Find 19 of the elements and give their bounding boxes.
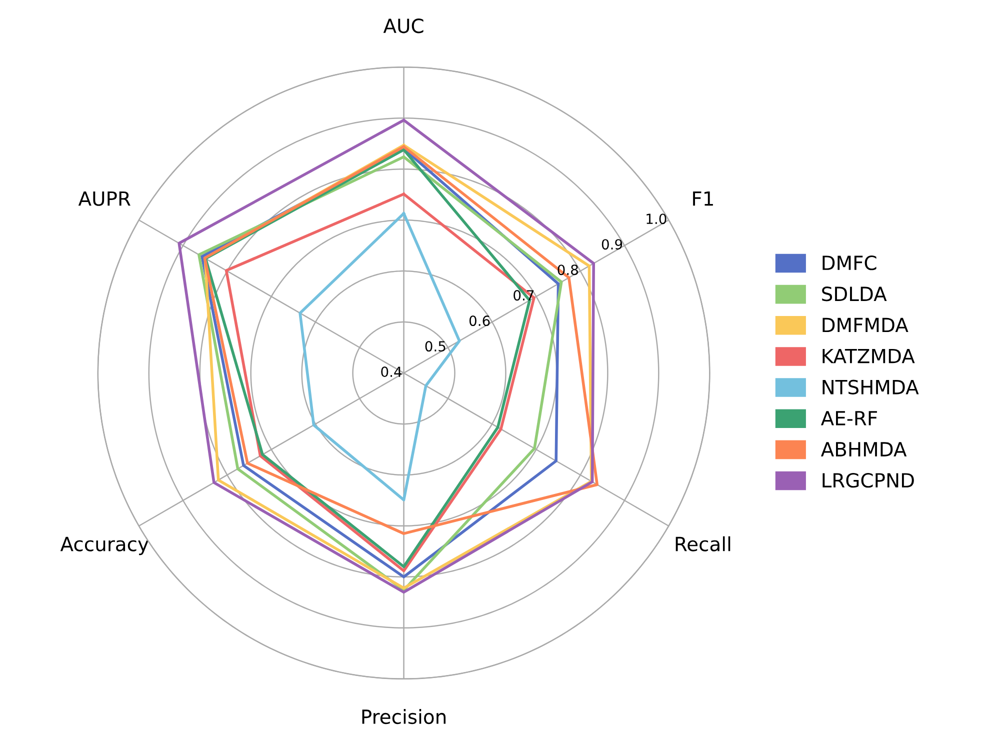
legend-label: KATZMDA <box>822 348 915 364</box>
legend-label: SDLDA <box>822 286 887 302</box>
spoke-label: F1 <box>693 191 713 206</box>
spoke-label: AUC <box>383 18 424 34</box>
y-tick-label: 0.4 <box>381 366 402 378</box>
y-tick-label: 0.5 <box>425 341 446 352</box>
legend-label: DMFMDA <box>822 318 908 332</box>
spoke-label: AUPR <box>78 191 130 206</box>
y-tick-label: 1.0 <box>646 214 666 224</box>
legend-label: DMFC <box>822 255 876 270</box>
spoke-label: Recall <box>676 536 730 552</box>
legend-label: NTSHMDA <box>822 380 919 394</box>
spoke-label: Precision <box>362 709 446 724</box>
legend-label: AE-RF <box>820 411 877 426</box>
spoke-label: Accuracy <box>60 536 148 556</box>
legend-label: ABHMDA <box>820 442 907 456</box>
legend-label: LRGCPND <box>822 472 914 488</box>
y-tick-label: 0.9 <box>602 239 622 250</box>
y-tick-label: 0.6 <box>469 316 490 326</box>
